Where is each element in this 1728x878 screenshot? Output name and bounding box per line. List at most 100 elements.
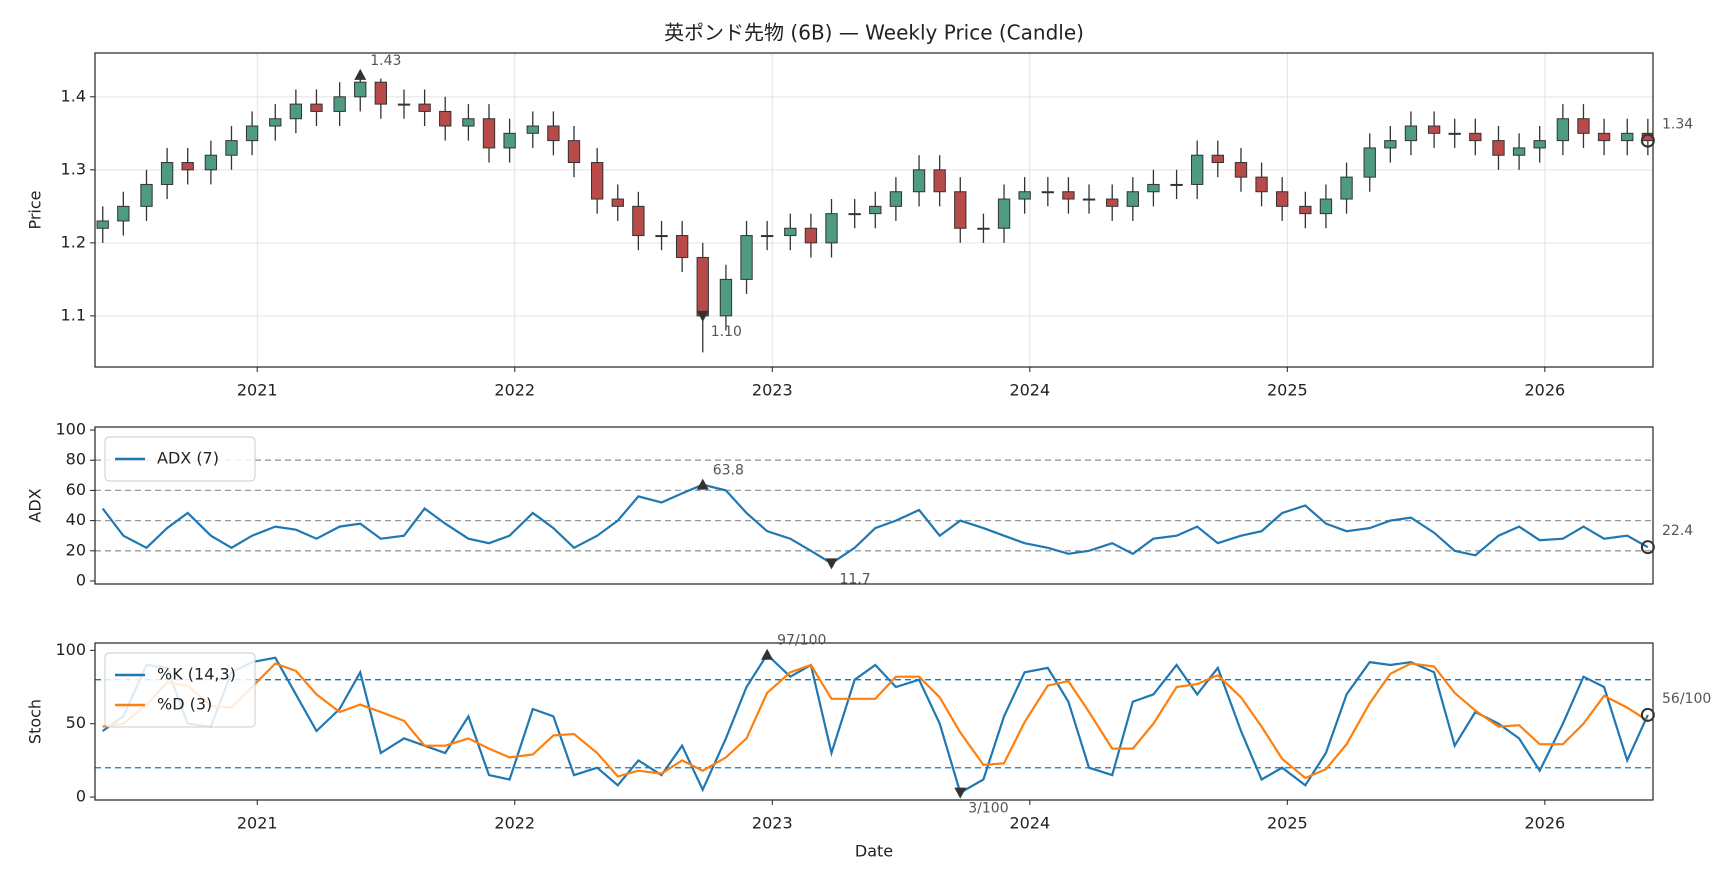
annotation-marker <box>825 558 838 570</box>
candle-body <box>269 118 282 127</box>
legend-box <box>104 436 256 482</box>
annotation-marker <box>761 648 774 660</box>
candle-body <box>1082 198 1096 201</box>
y-tick-label: 0 <box>76 570 86 589</box>
annotation-marker <box>696 478 709 490</box>
x-tick-label: 2023 <box>752 814 793 833</box>
candle-body <box>1577 118 1590 134</box>
candle-body <box>1492 140 1505 156</box>
candle-body <box>760 235 774 238</box>
plot-frame <box>94 426 1654 585</box>
candle-body <box>1384 140 1397 149</box>
candle-body <box>567 140 581 164</box>
candle-body <box>655 235 668 238</box>
legend-label: %D (3) <box>157 695 212 714</box>
annotation-marker <box>1640 707 1655 722</box>
candle-body <box>1018 191 1031 200</box>
x-tick-label: 2023 <box>752 381 793 400</box>
y-tick-label: 1.1 <box>61 305 86 324</box>
candle-body <box>1191 154 1204 185</box>
x-tick-label: 2022 <box>494 814 535 833</box>
candle-body <box>997 198 1011 229</box>
candle-body <box>482 118 496 149</box>
y-tick-label: 80 <box>66 450 86 469</box>
plot-frame <box>94 642 1654 801</box>
candle-body <box>462 118 475 127</box>
annotation-marker <box>696 310 709 322</box>
y-tick-label: 50 <box>66 713 86 732</box>
candle-body <box>160 162 174 185</box>
x-tick-label: 2021 <box>237 814 278 833</box>
annotation-label: 1.43 <box>370 53 401 69</box>
candle-body <box>1340 176 1353 200</box>
annotation-marker <box>1640 540 1655 555</box>
x-tick-label: 2025 <box>1267 814 1308 833</box>
candle-body <box>245 125 259 142</box>
x-tick-label: 2024 <box>1009 814 1050 833</box>
candle-body <box>1126 191 1139 207</box>
candle-body <box>1062 191 1075 200</box>
candle-body <box>1255 176 1268 193</box>
annotation-label: 1.10 <box>711 324 742 340</box>
y-axis-label: Stoch <box>26 699 45 744</box>
candle-body <box>1299 205 1312 215</box>
chart-title: 英ポンド先物 (6B) — Weekly Price (Candle) <box>664 21 1084 45</box>
candle-body <box>1469 132 1482 142</box>
candle-body <box>1234 162 1248 178</box>
y-tick-label: 20 <box>66 540 86 559</box>
candle-body <box>1404 125 1418 142</box>
annotation-label: 97/100 <box>777 633 826 649</box>
candle-body <box>117 205 130 222</box>
candle-body <box>374 81 388 105</box>
y-tick-label: 40 <box>66 510 86 529</box>
series-line <box>101 483 1649 565</box>
candle-body <box>784 227 797 237</box>
annotation-label: 56/100 <box>1662 691 1711 707</box>
annotation-label: 63.8 <box>713 463 744 479</box>
candle-body <box>632 205 645 237</box>
x-tick-label: 2022 <box>494 381 535 400</box>
candle-body <box>1211 154 1224 164</box>
candle-body <box>1597 132 1611 142</box>
x-tick-label: 2024 <box>1009 381 1050 400</box>
candle-body <box>1106 198 1119 207</box>
candle-body <box>310 103 323 112</box>
candle-body <box>611 198 624 207</box>
plot-area <box>101 483 1649 565</box>
series-line <box>102 662 1649 780</box>
candle-body <box>848 213 861 216</box>
candle-body <box>418 103 431 112</box>
candle-body <box>719 278 733 317</box>
candle-body <box>181 162 194 171</box>
candle-body <box>696 256 709 317</box>
y-tick-label: 60 <box>66 480 86 499</box>
candle-body <box>954 191 967 229</box>
candle-body <box>1621 132 1634 142</box>
candle-body <box>1427 125 1441 134</box>
candle-body <box>675 235 689 258</box>
candle-body <box>547 125 560 142</box>
candle-body <box>1041 191 1054 194</box>
candle-body <box>526 125 539 134</box>
y-tick-label: 100 <box>55 420 86 439</box>
x-tick-label: 2026 <box>1524 814 1565 833</box>
candle-body <box>977 227 990 230</box>
candle-body <box>354 81 367 98</box>
candle-body <box>204 154 218 171</box>
y-axis-label: Price <box>26 190 45 229</box>
candle-body <box>1319 198 1333 215</box>
annotation-marker <box>354 68 367 80</box>
candle-body <box>1170 183 1183 186</box>
candle-body <box>1147 183 1160 193</box>
candle-body <box>740 235 753 280</box>
candle-body <box>225 140 238 156</box>
candle-body <box>503 132 516 149</box>
y-axis-label: ADX <box>26 488 45 522</box>
x-tick-label: 2021 <box>237 381 278 400</box>
candle-body <box>289 103 303 120</box>
x-axis-label: Date <box>855 842 893 861</box>
candle-body <box>1556 118 1570 142</box>
candle-body <box>1363 147 1376 178</box>
plot-area <box>102 652 1649 795</box>
